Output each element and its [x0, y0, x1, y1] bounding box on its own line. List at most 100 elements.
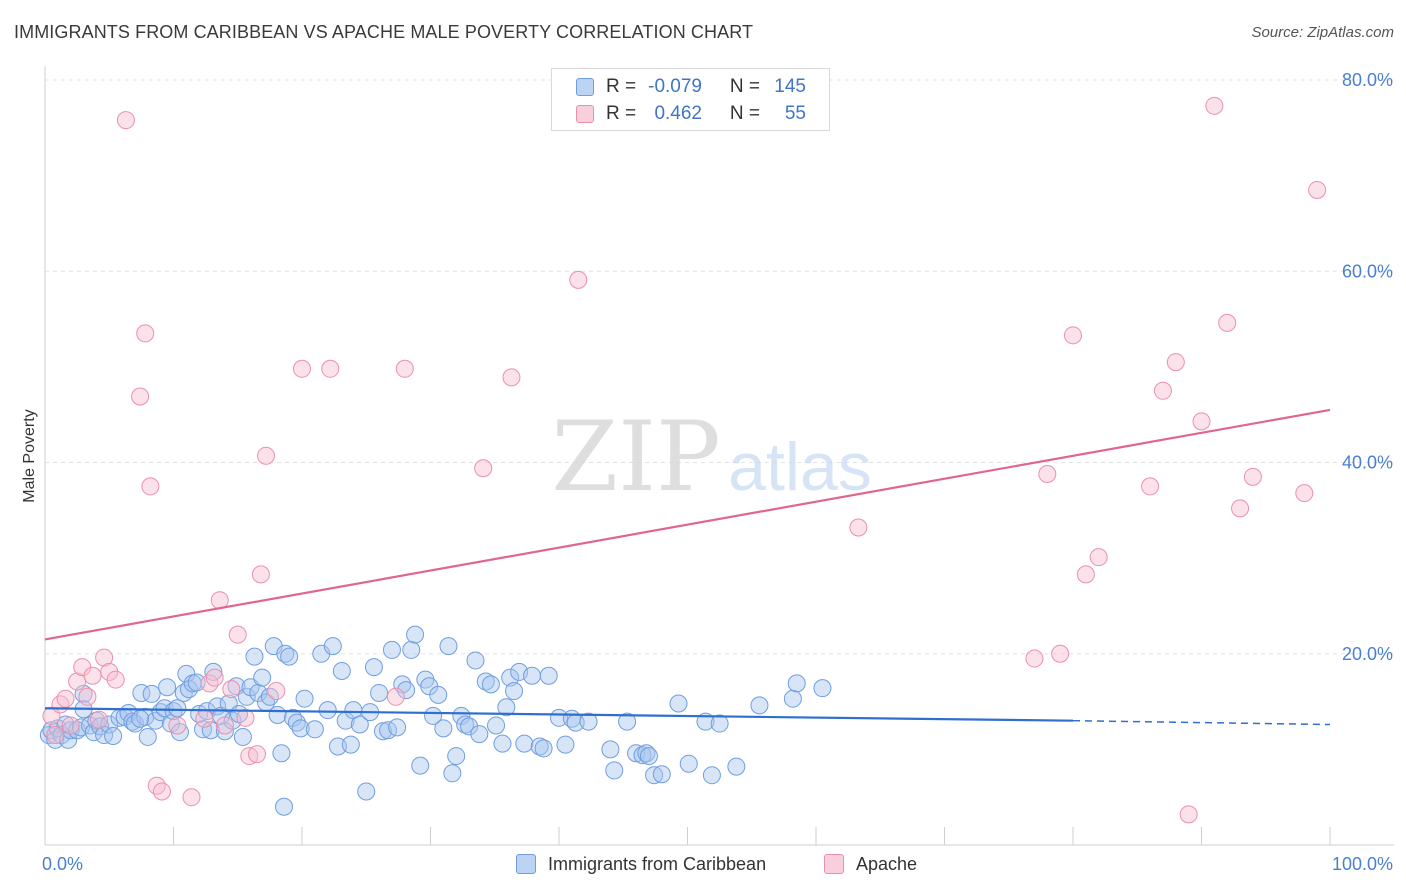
data-point-apache	[83, 666, 102, 685]
data-point-apache	[236, 708, 255, 727]
data-point-caribbean	[370, 683, 389, 702]
data-point-caribbean	[245, 647, 264, 666]
data-point-apache	[89, 710, 108, 729]
data-point-apache	[152, 782, 171, 801]
x-tick-label: 100.0%	[1332, 854, 1393, 874]
data-point-caribbean	[357, 782, 376, 801]
data-point-caribbean	[268, 705, 287, 724]
legend-n-value: 55	[784, 103, 806, 124]
data-point-apache	[1089, 548, 1108, 567]
data-point-caribbean	[215, 722, 234, 741]
data-point-caribbean	[637, 744, 656, 763]
data-point-caribbean	[813, 679, 832, 698]
data-point-caribbean	[429, 685, 448, 704]
data-point-caribbean	[237, 687, 256, 706]
data-point-caribbean	[168, 699, 187, 718]
data-point-caribbean	[91, 717, 110, 736]
data-point-apache	[240, 747, 259, 766]
data-point-caribbean	[783, 689, 802, 708]
data-point-apache	[267, 682, 286, 701]
data-point-apache	[849, 518, 868, 537]
chart-title: IMMIGRANTS FROM CARIBBEAN VS APACHE MALE…	[14, 22, 754, 42]
data-point-apache	[1153, 381, 1172, 400]
data-point-caribbean	[669, 694, 688, 713]
y-axis-label: Male Poverty	[21, 409, 38, 502]
data-point-apache	[502, 368, 521, 387]
data-point-caribbean	[460, 717, 479, 736]
data-point-caribbean	[556, 735, 575, 754]
data-point-apache	[569, 270, 588, 289]
data-point-caribbean	[515, 734, 534, 753]
y-tick-label: 20.0%	[1342, 644, 1393, 664]
data-point-caribbean	[493, 734, 512, 753]
grid-lines	[45, 79, 1394, 655]
data-point-apache	[182, 788, 201, 807]
legend-row-caribbean: R = -0.079 N = 145	[576, 75, 806, 99]
data-point-apache	[1231, 499, 1250, 518]
data-point-apache	[100, 662, 119, 681]
data-point-caribbean	[295, 689, 314, 708]
trend-line-caribbean	[44, 707, 1074, 722]
data-point-caribbean	[204, 662, 223, 681]
data-point-apache	[251, 565, 270, 584]
data-point-caribbean	[710, 714, 729, 733]
data-point-caribbean	[364, 658, 383, 677]
data-point-caribbean	[318, 701, 337, 720]
data-point-caribbean	[534, 739, 553, 758]
bottom-legend-apache: Apache	[824, 852, 917, 876]
data-point-apache	[1295, 484, 1314, 503]
data-point-apache	[200, 674, 219, 693]
data-point-caribbean	[341, 735, 360, 754]
bottom-legend-swatch-blue	[516, 854, 536, 874]
y-tick-label: 60.0%	[1342, 261, 1393, 281]
data-point-caribbean	[447, 747, 466, 766]
data-point-caribbean	[501, 668, 520, 687]
legend-n-label: N =	[729, 103, 760, 124]
data-point-caribbean	[142, 684, 161, 703]
data-point-apache	[1141, 477, 1160, 496]
data-point-apache	[1192, 412, 1211, 431]
data-point-apache	[195, 709, 214, 728]
data-point-caribbean	[201, 721, 220, 740]
data-point-caribbean	[125, 714, 144, 733]
data-point-apache	[131, 387, 150, 406]
data-point-caribbean	[146, 711, 165, 730]
data-point-caribbean	[411, 756, 430, 775]
data-point-caribbean	[434, 719, 453, 738]
data-point-apache	[46, 726, 65, 745]
data-point-caribbean	[539, 666, 558, 685]
legend-swatch-pink	[576, 105, 594, 123]
data-point-caribbean	[487, 716, 506, 735]
data-point-caribbean	[100, 715, 119, 734]
data-point-caribbean	[187, 673, 206, 692]
data-point-apache	[474, 459, 493, 478]
data-point-apache	[95, 648, 114, 667]
data-point-apache	[168, 716, 187, 735]
bottom-legend-label: Immigrants from Caribbean	[548, 853, 767, 874]
data-point-apache	[248, 745, 267, 764]
data-point-caribbean	[618, 712, 637, 731]
legend-n-value: 145	[774, 76, 806, 97]
data-point-caribbean	[104, 726, 123, 745]
data-point-caribbean	[702, 766, 721, 785]
data-point-caribbean	[131, 709, 150, 728]
legend-n-label: N =	[729, 76, 760, 97]
data-point-caribbean	[645, 766, 664, 785]
data-point-caribbean	[402, 640, 421, 659]
data-point-caribbean	[291, 719, 310, 738]
data-point-caribbean	[272, 744, 291, 763]
data-point-apache	[61, 716, 80, 735]
data-point-apache	[106, 670, 125, 689]
data-point-caribbean	[138, 727, 157, 746]
data-point-apache	[395, 359, 414, 378]
data-point-apache	[78, 687, 97, 706]
data-point-caribbean	[323, 637, 342, 656]
data-point-apache	[147, 776, 166, 795]
data-point-caribbean	[406, 625, 425, 644]
data-point-apache	[136, 324, 155, 343]
legend-swatch-blue	[576, 78, 594, 96]
data-point-apache	[1205, 96, 1224, 115]
data-point-apache	[1179, 805, 1198, 824]
data-point-caribbean	[305, 720, 324, 739]
